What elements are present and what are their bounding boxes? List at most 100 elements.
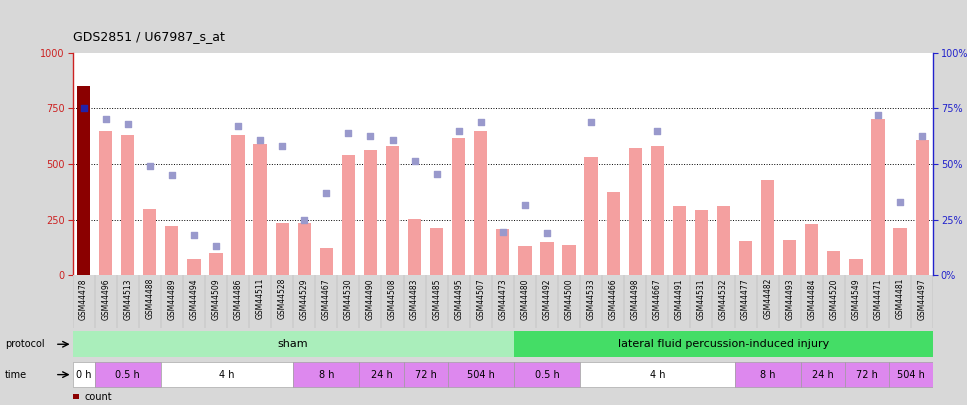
- Bar: [73, 331, 513, 357]
- Bar: [580, 362, 735, 388]
- Bar: [541, 242, 553, 275]
- Text: 8 h: 8 h: [318, 370, 334, 379]
- Text: 0 h: 0 h: [75, 370, 91, 379]
- Bar: [253, 144, 267, 275]
- Bar: [496, 228, 510, 275]
- Text: GSM44481: GSM44481: [895, 278, 904, 320]
- Bar: [161, 362, 293, 388]
- Bar: [448, 362, 513, 388]
- Text: lateral fluid percussion-induced injury: lateral fluid percussion-induced injury: [618, 339, 829, 349]
- Text: GSM44471: GSM44471: [873, 278, 883, 320]
- Bar: [783, 240, 797, 275]
- Bar: [651, 146, 664, 275]
- Point: [75, 105, 91, 111]
- Bar: [513, 331, 933, 357]
- Bar: [717, 207, 730, 275]
- Text: 72 h: 72 h: [415, 370, 436, 379]
- Point: [363, 133, 378, 139]
- Bar: [916, 139, 928, 275]
- Text: GSM44533: GSM44533: [587, 278, 596, 320]
- Text: GSM44466: GSM44466: [608, 278, 618, 320]
- Point: [318, 190, 334, 196]
- Bar: [165, 226, 179, 275]
- Bar: [188, 259, 200, 275]
- Text: protocol: protocol: [5, 339, 44, 349]
- Text: GSM44491: GSM44491: [675, 278, 684, 320]
- Point: [495, 229, 511, 235]
- Text: 504 h: 504 h: [467, 370, 495, 379]
- Text: GSM44495: GSM44495: [454, 278, 463, 320]
- Text: 4 h: 4 h: [650, 370, 665, 379]
- Text: GSM44529: GSM44529: [300, 278, 308, 320]
- Point: [517, 202, 533, 209]
- Bar: [606, 192, 620, 275]
- Bar: [99, 130, 112, 275]
- Bar: [364, 149, 377, 275]
- Text: GSM44489: GSM44489: [167, 278, 176, 320]
- Bar: [408, 219, 422, 275]
- Text: GSM44480: GSM44480: [520, 278, 529, 320]
- Text: GSM44511: GSM44511: [255, 278, 265, 320]
- Text: GSM44667: GSM44667: [653, 278, 661, 320]
- Bar: [761, 180, 775, 275]
- Point: [650, 127, 665, 134]
- Text: 0.5 h: 0.5 h: [535, 370, 559, 379]
- Point: [540, 230, 555, 236]
- Bar: [871, 119, 885, 275]
- Text: GSM44507: GSM44507: [477, 278, 485, 320]
- Text: GSM44500: GSM44500: [565, 278, 573, 320]
- Text: GSM44532: GSM44532: [719, 278, 728, 320]
- Text: GSM44473: GSM44473: [498, 278, 508, 320]
- Text: 24 h: 24 h: [812, 370, 834, 379]
- Text: GSM44531: GSM44531: [697, 278, 706, 320]
- Point: [164, 172, 180, 178]
- Bar: [695, 210, 708, 275]
- Text: GDS2851 / U67987_s_at: GDS2851 / U67987_s_at: [73, 30, 224, 43]
- Text: time: time: [5, 370, 27, 379]
- Point: [142, 163, 158, 169]
- Bar: [735, 362, 801, 388]
- Point: [407, 158, 423, 164]
- Bar: [673, 207, 686, 275]
- Bar: [563, 245, 575, 275]
- Text: GSM44486: GSM44486: [234, 278, 243, 320]
- Text: GSM44483: GSM44483: [410, 278, 419, 320]
- Text: GSM44477: GSM44477: [741, 278, 750, 320]
- Text: 504 h: 504 h: [897, 370, 925, 379]
- Text: GSM44488: GSM44488: [145, 278, 155, 320]
- Bar: [386, 146, 399, 275]
- Text: GSM44482: GSM44482: [763, 278, 772, 320]
- Text: GSM44528: GSM44528: [278, 278, 286, 320]
- Bar: [209, 253, 222, 275]
- Text: GSM44490: GSM44490: [366, 278, 375, 320]
- Bar: [276, 223, 289, 275]
- Bar: [806, 224, 818, 275]
- Bar: [360, 362, 403, 388]
- Text: GSM44494: GSM44494: [190, 278, 198, 320]
- Point: [583, 118, 599, 125]
- Text: GSM44497: GSM44497: [918, 278, 926, 320]
- Text: GSM44508: GSM44508: [388, 278, 397, 320]
- Point: [98, 116, 113, 123]
- Text: GSM44509: GSM44509: [212, 278, 220, 320]
- Bar: [518, 246, 532, 275]
- Bar: [849, 259, 863, 275]
- Bar: [889, 362, 933, 388]
- Point: [429, 171, 445, 177]
- Bar: [474, 130, 487, 275]
- Bar: [341, 155, 355, 275]
- Text: count: count: [84, 392, 112, 402]
- Bar: [739, 241, 752, 275]
- Bar: [77, 86, 90, 275]
- Point: [208, 243, 223, 249]
- Text: GSM44478: GSM44478: [79, 278, 88, 320]
- Point: [870, 112, 886, 118]
- Bar: [629, 149, 642, 275]
- Bar: [231, 135, 245, 275]
- Bar: [513, 362, 580, 388]
- Point: [187, 232, 202, 239]
- Bar: [73, 362, 95, 388]
- Point: [230, 123, 246, 130]
- Text: GSM44530: GSM44530: [344, 278, 353, 320]
- Bar: [298, 223, 310, 275]
